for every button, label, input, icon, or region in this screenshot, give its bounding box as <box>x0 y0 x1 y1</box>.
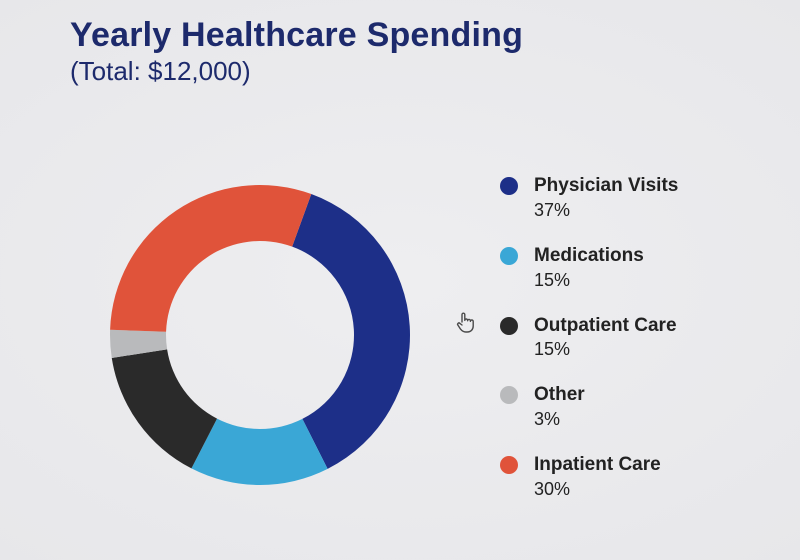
legend-swatch-icon <box>500 247 518 265</box>
legend-swatch-icon <box>500 456 518 474</box>
legend-text: Medications15% <box>534 245 644 291</box>
legend-item-outpatient_care: Outpatient Care15% <box>500 315 760 361</box>
chart-subtitle: (Total: $12,000) <box>70 56 523 87</box>
donut-segment-physician_visits <box>292 194 410 469</box>
legend-text: Other3% <box>534 384 585 430</box>
legend-percent: 15% <box>534 339 677 360</box>
legend-percent: 15% <box>534 270 644 291</box>
legend-item-medications: Medications15% <box>500 245 760 291</box>
legend-percent: 30% <box>534 479 661 500</box>
legend-label: Other <box>534 384 585 407</box>
legend-swatch-icon <box>500 177 518 195</box>
legend-item-other: Other3% <box>500 384 760 430</box>
legend-label: Inpatient Care <box>534 454 661 477</box>
legend-text: Inpatient Care30% <box>534 454 661 500</box>
pointer-cursor-icon <box>454 310 478 334</box>
legend-label: Physician Visits <box>534 175 678 198</box>
legend-item-inpatient_care: Inpatient Care30% <box>500 454 760 500</box>
legend-item-physician_visits: Physician Visits37% <box>500 175 760 221</box>
chart-title: Yearly Healthcare Spending <box>70 18 523 54</box>
legend-label: Medications <box>534 245 644 268</box>
legend-percent: 37% <box>534 200 678 221</box>
donut-chart <box>100 175 420 495</box>
title-block: Yearly Healthcare Spending (Total: $12,0… <box>70 18 523 87</box>
legend-swatch-icon <box>500 317 518 335</box>
donut-segment-inpatient_care <box>110 185 311 332</box>
legend-text: Outpatient Care15% <box>534 315 677 361</box>
chart-legend: Physician Visits37%Medications15%Outpati… <box>500 175 760 524</box>
legend-swatch-icon <box>500 386 518 404</box>
legend-label: Outpatient Care <box>534 315 677 338</box>
legend-text: Physician Visits37% <box>534 175 678 221</box>
legend-percent: 3% <box>534 409 585 430</box>
